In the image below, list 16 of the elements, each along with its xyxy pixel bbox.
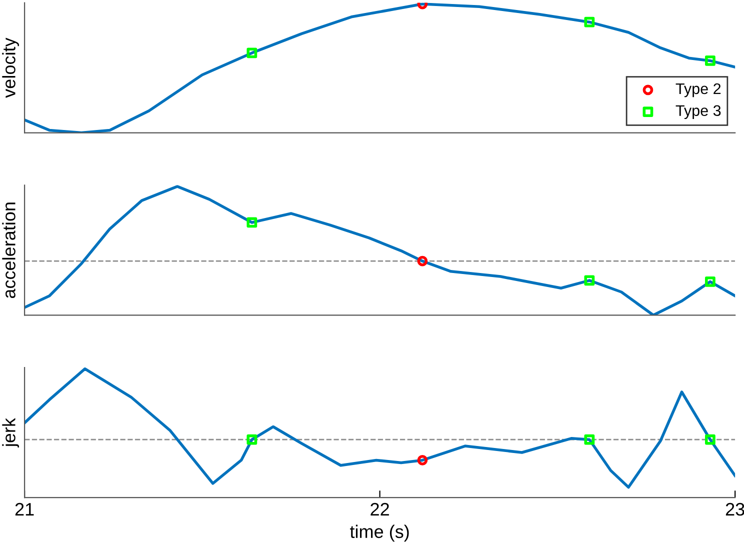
y-axis-title: velocity <box>2 38 19 98</box>
x-tick-label: 21 <box>15 502 34 516</box>
point <box>417 256 428 266</box>
y-axis-title: jerk <box>2 418 19 448</box>
point <box>705 56 716 66</box>
point <box>246 217 258 228</box>
point <box>705 276 716 287</box>
point <box>584 16 595 28</box>
point <box>584 275 595 286</box>
y-axis-title: acceleration <box>2 202 16 298</box>
legend-label: Type 3 <box>676 105 721 120</box>
x-axis-title: time (s) <box>350 524 409 542</box>
point <box>246 48 258 58</box>
x-tick-label: 23 <box>726 502 744 516</box>
legend-label: Type 2 <box>676 83 721 98</box>
x-tick-label: 22 <box>370 502 389 516</box>
